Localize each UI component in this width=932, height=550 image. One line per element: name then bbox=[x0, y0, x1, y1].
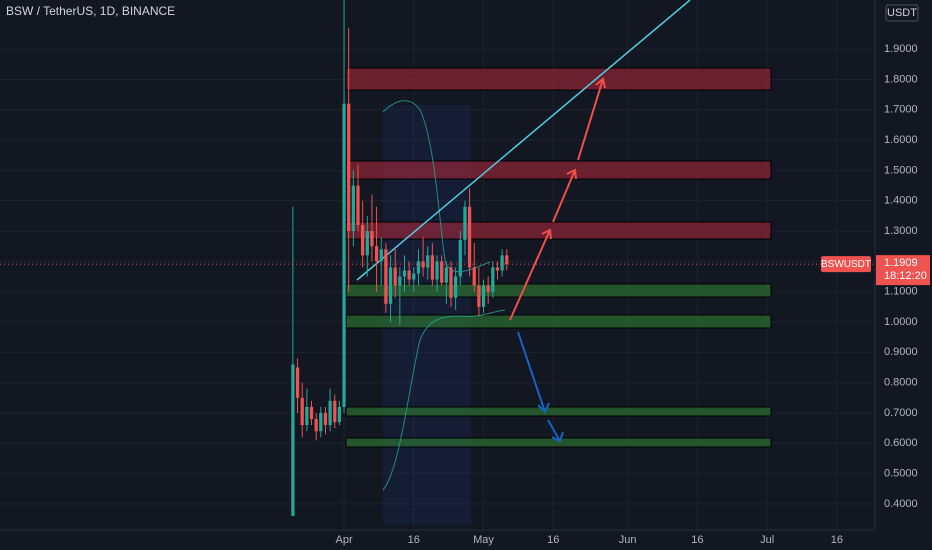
y-tick-label: 1.7000 bbox=[884, 104, 918, 116]
candle-body bbox=[467, 206, 472, 268]
y-tick-label: 1.4000 bbox=[884, 195, 918, 207]
y-tick-label: 0.9000 bbox=[884, 346, 918, 358]
price-badge bbox=[876, 255, 930, 286]
y-tick-label: 1.6000 bbox=[884, 134, 918, 146]
candle-body bbox=[295, 367, 300, 398]
candle-body bbox=[314, 419, 318, 432]
candle-body bbox=[416, 261, 421, 274]
x-tick-label: 16 bbox=[831, 534, 843, 546]
resistance-zone bbox=[345, 160, 772, 180]
candle-body bbox=[486, 285, 490, 292]
y-tick-label: 0.4000 bbox=[884, 498, 918, 510]
candle-body bbox=[370, 231, 374, 247]
symbol: BSWUSDT bbox=[821, 259, 871, 270]
candle-body bbox=[449, 267, 453, 298]
y-tick-label: 0.6000 bbox=[884, 437, 918, 449]
candle-body bbox=[347, 103, 351, 232]
support-zone bbox=[345, 406, 772, 417]
x-tick-label: May bbox=[473, 534, 494, 546]
candle-body bbox=[407, 270, 411, 280]
currency: USDT bbox=[887, 7, 917, 19]
candle-body bbox=[365, 231, 369, 256]
y-tick-label: 0.7000 bbox=[884, 407, 918, 419]
x-tick-label: Jul bbox=[760, 534, 774, 546]
candle-body bbox=[356, 185, 360, 225]
candle-body bbox=[463, 206, 467, 241]
candle-body bbox=[398, 276, 402, 286]
candle-body bbox=[300, 397, 304, 426]
x-tick-label: 16 bbox=[547, 534, 559, 546]
y-tick-label: 1.3000 bbox=[884, 225, 918, 237]
candle-body bbox=[323, 412, 328, 426]
candle-body bbox=[412, 273, 416, 280]
candle-body bbox=[379, 249, 383, 262]
candle-body bbox=[388, 267, 393, 304]
y-tick-label: 1.5000 bbox=[884, 164, 918, 176]
candle-body bbox=[342, 103, 346, 407]
candle-body bbox=[444, 267, 448, 283]
currency-badge bbox=[885, 4, 919, 22]
y-tick-label: 1.8000 bbox=[884, 73, 918, 85]
resistance-zone bbox=[345, 221, 772, 240]
support-zone bbox=[345, 314, 772, 329]
candle-body bbox=[505, 255, 509, 265]
candle-body bbox=[458, 240, 462, 277]
candle-body bbox=[477, 285, 481, 307]
countdown: 18:12:20 bbox=[884, 270, 927, 282]
y-tick-label: 1.1000 bbox=[884, 286, 918, 298]
resistance-zone bbox=[345, 67, 772, 91]
candle-body bbox=[430, 255, 435, 280]
candle-body bbox=[291, 364, 295, 517]
candle-body bbox=[402, 270, 407, 277]
x-tick-label: 16 bbox=[691, 534, 703, 546]
candle-body bbox=[481, 285, 486, 307]
candle-body bbox=[440, 261, 444, 283]
support-zone bbox=[345, 283, 772, 298]
trend-line bbox=[356, 0, 691, 281]
candle-body bbox=[393, 267, 397, 286]
y-tick-label: 1.9000 bbox=[884, 43, 918, 55]
candle-body bbox=[435, 261, 439, 280]
candle-body bbox=[374, 246, 379, 262]
x-tick-label: Apr bbox=[335, 534, 352, 546]
candle-body bbox=[328, 400, 332, 426]
candle-body bbox=[454, 276, 458, 298]
candle-body bbox=[491, 267, 495, 292]
candle-body bbox=[421, 261, 425, 268]
candle-body bbox=[500, 255, 504, 271]
candle-body bbox=[495, 267, 500, 271]
chart-title: BSW / TetherUS, 1D, BINANCE bbox=[6, 4, 175, 18]
candle-body bbox=[309, 406, 314, 420]
candle-body bbox=[361, 224, 365, 256]
y-tick-label: 0.5000 bbox=[884, 468, 918, 480]
y-tick-label: 0.8000 bbox=[884, 377, 918, 389]
candle-body bbox=[333, 400, 337, 423]
candles bbox=[291, 0, 509, 517]
candle-body bbox=[351, 185, 355, 232]
candle-body bbox=[337, 406, 342, 423]
candle-body bbox=[384, 249, 388, 304]
last-price: 1.1909 bbox=[884, 257, 918, 269]
x-tick-label: Jun bbox=[619, 534, 637, 546]
candle-body bbox=[305, 406, 309, 426]
symbol-badge bbox=[821, 256, 871, 273]
candle-body bbox=[319, 412, 323, 432]
bull-arrows bbox=[509, 77, 606, 321]
candle-body bbox=[426, 255, 430, 268]
candle-body bbox=[472, 267, 476, 286]
bear-arrows bbox=[517, 331, 564, 443]
y-tick-label: 1.0000 bbox=[884, 316, 918, 328]
x-tick-label: 16 bbox=[408, 534, 420, 546]
